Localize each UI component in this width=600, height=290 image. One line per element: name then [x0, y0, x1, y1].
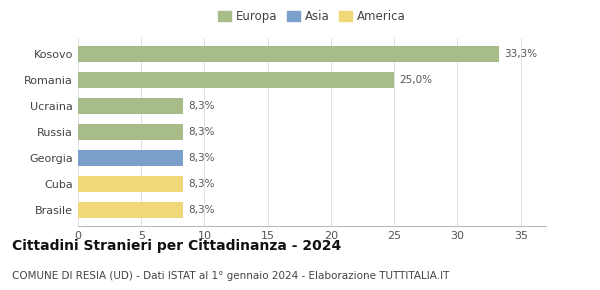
Text: Cittadini Stranieri per Cittadinanza - 2024: Cittadini Stranieri per Cittadinanza - 2…: [12, 239, 341, 253]
Legend: Europa, Asia, America: Europa, Asia, America: [214, 6, 410, 28]
Text: 8,3%: 8,3%: [188, 153, 215, 163]
Bar: [78, 72, 394, 88]
Bar: [78, 98, 183, 114]
Text: 8,3%: 8,3%: [188, 101, 215, 111]
Bar: [78, 150, 183, 166]
Text: 33,3%: 33,3%: [504, 49, 538, 59]
Bar: [78, 176, 183, 192]
Bar: [78, 202, 183, 218]
Text: 8,3%: 8,3%: [188, 205, 215, 215]
Bar: [78, 46, 499, 62]
Text: 8,3%: 8,3%: [188, 179, 215, 189]
Text: 8,3%: 8,3%: [188, 127, 215, 137]
Text: 25,0%: 25,0%: [399, 75, 432, 85]
Bar: [78, 124, 183, 140]
Text: COMUNE DI RESIA (UD) - Dati ISTAT al 1° gennaio 2024 - Elaborazione TUTTITALIA.I: COMUNE DI RESIA (UD) - Dati ISTAT al 1° …: [12, 271, 449, 281]
